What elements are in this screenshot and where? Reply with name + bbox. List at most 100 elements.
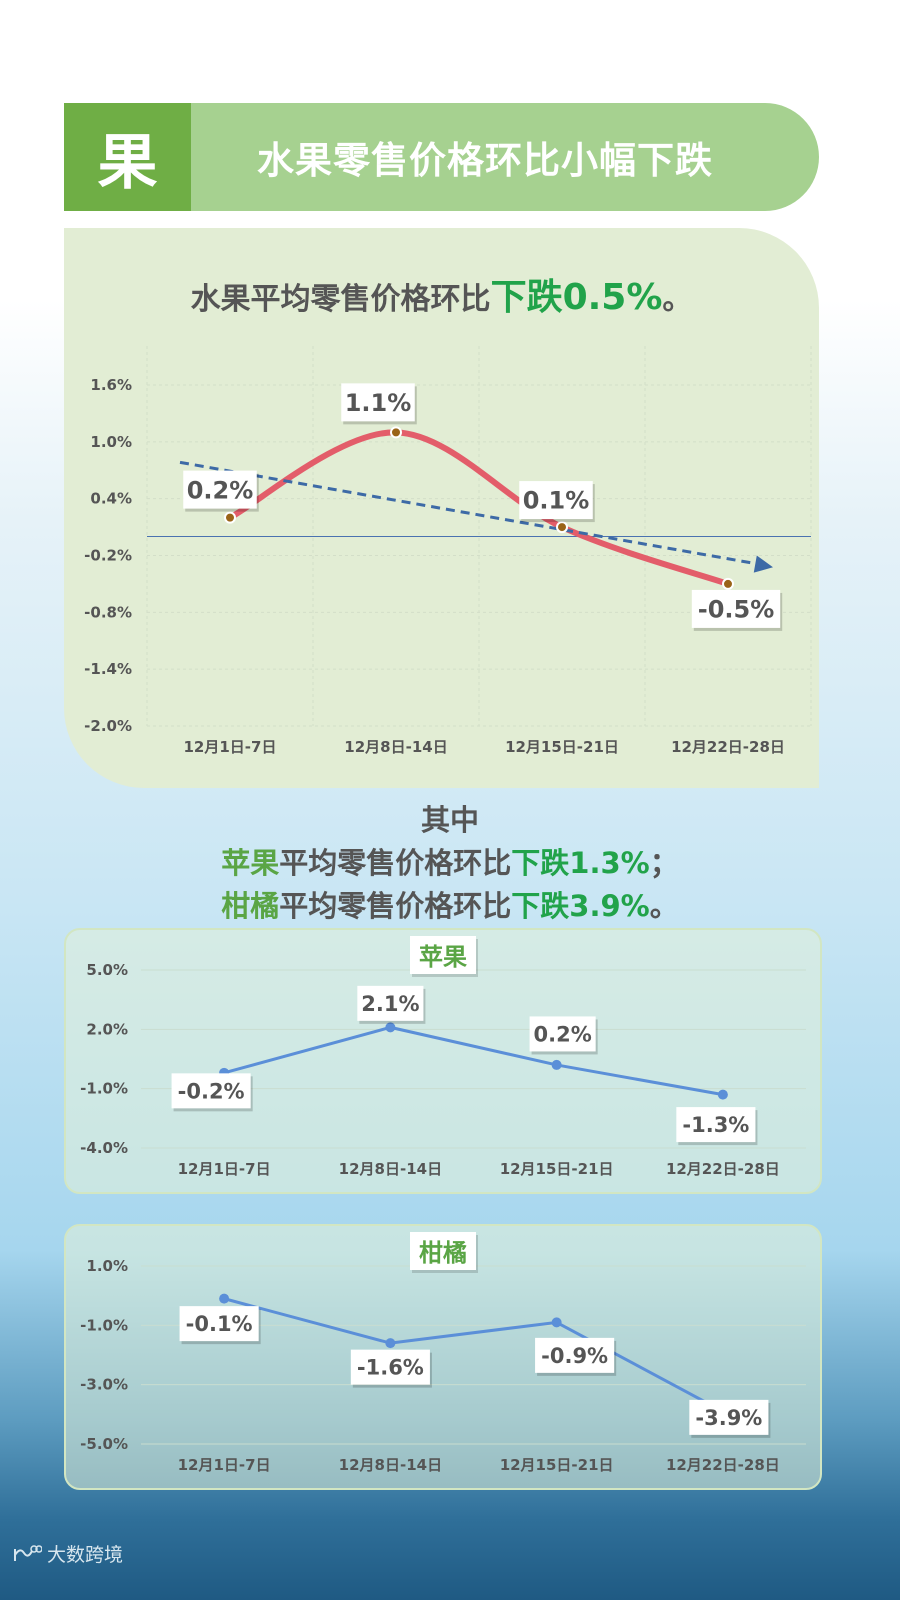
- chart-title: 柑橘: [419, 1239, 467, 1267]
- data-label-box: [357, 985, 424, 1021]
- data-label-box: [691, 589, 781, 628]
- main-chart-card: 水果平均零售价格环比下跌0.5%。 1.6% 1.0% 0.4% -0.2% -0.8%…: [64, 228, 819, 788]
- y-tick-label: 1.6%: [90, 376, 132, 394]
- summary-text: 水果平均零售价格环比下跌0.5%。: [64, 268, 819, 320]
- x-tick-label: 12月22日-28日: [666, 1456, 780, 1474]
- y-tick-label: -1.0%: [80, 1316, 128, 1334]
- y-tick-label: -0.8%: [84, 603, 132, 621]
- apple-suffix: ；: [649, 846, 679, 880]
- fruit-price-chart: 1.6% 1.0% 0.4% -0.2% -0.8% -1.4% -2.0% 12月1日-7日…: [84, 346, 812, 756]
- y-tick-label: 1.0%: [90, 433, 132, 451]
- y-tick-label: -1.4%: [84, 660, 132, 678]
- y-tick-label: -0.2%: [84, 547, 132, 565]
- data-point: [556, 521, 568, 534]
- data-point: [717, 1089, 728, 1100]
- x-tick-label: 12月8日-14日: [344, 738, 447, 756]
- data-label-box: [676, 1107, 756, 1143]
- apple-price-chart: 5.0% 2.0% -1.0% -4.0% 12月1日-7日 12月8日-14日 12月15…: [80, 936, 806, 1178]
- data-label: 1.1%: [345, 389, 412, 417]
- data-label: -0.2%: [178, 1079, 245, 1103]
- y-tick-label: -2.0%: [84, 717, 132, 735]
- data-label-group: 2.1%: [357, 985, 426, 1024]
- summary-suffix: 。: [662, 282, 693, 317]
- y-tick-label: 5.0%: [86, 961, 128, 979]
- x-tick-label: 12月1日-7日: [178, 1160, 271, 1178]
- y-tick-label: -4.0%: [80, 1139, 128, 1157]
- data-label-box: [183, 470, 257, 509]
- data-label: 0.2%: [534, 1022, 592, 1046]
- data-label-group: 0.2%: [183, 470, 259, 512]
- data-label: 0.1%: [523, 487, 590, 515]
- series-line: [223, 1025, 724, 1097]
- data-label-group: -1.3%: [676, 1107, 758, 1146]
- data-point: [551, 1317, 562, 1328]
- data-point: [722, 577, 734, 590]
- y-tick-label: 2.0%: [86, 1020, 128, 1038]
- data-point: [390, 426, 402, 439]
- x-tick-label: 12月1日-7日: [184, 738, 277, 756]
- apple-highlight: 下跌1.3%: [511, 846, 650, 880]
- summary-highlight: 下跌0.5%: [490, 277, 663, 318]
- section-header: 果 水果零售价格环比小幅下跌: [64, 103, 819, 211]
- trend-arrow-head: [753, 555, 773, 573]
- x-tick-label: 12月1日-7日: [178, 1456, 271, 1474]
- chart-title-box: [410, 936, 476, 974]
- series-line: [223, 1297, 724, 1413]
- data-label: -0.9%: [541, 1344, 608, 1368]
- trend-line: [179, 460, 766, 567]
- series-line: [227, 429, 731, 587]
- data-point: [219, 1293, 230, 1304]
- x-tick-label: 12月15日-21日: [505, 738, 619, 756]
- citrus-name: 柑橘: [221, 889, 280, 923]
- detail-line-citrus: 柑橘平均零售价格环比下跌3.9%。: [0, 883, 900, 925]
- x-tick-label: 12月8日-14日: [339, 1456, 442, 1474]
- data-label-box: [341, 383, 415, 422]
- data-label-box: [689, 1399, 769, 1435]
- data-label: 2.1%: [361, 992, 419, 1016]
- x-tick-label: 12月22日-28日: [671, 738, 785, 756]
- data-label-box: [179, 1306, 259, 1342]
- y-tick-label: -1.0%: [80, 1080, 128, 1098]
- data-point: [385, 1338, 396, 1349]
- detail-heading: 其中: [420, 803, 479, 837]
- data-label: -1.3%: [682, 1113, 749, 1137]
- data-label-group: -0.1%: [179, 1306, 261, 1345]
- data-label-group: -3.9%: [689, 1399, 771, 1438]
- data-label-group: 0.1%: [519, 481, 595, 523]
- data-label-group: -1.6%: [350, 1349, 432, 1388]
- data-label-box: [535, 1337, 615, 1373]
- citrus-price-chart: 1.0% -1.0% -3.0% -5.0% 12月1日-7日 12月8日-14日 12月1…: [80, 1232, 806, 1474]
- x-tick-label: 12月15日-21日: [500, 1456, 614, 1474]
- data-label: -0.1%: [186, 1312, 253, 1336]
- citrus-middle: 平均零售价格环比: [279, 889, 512, 923]
- data-label-group: -0.9%: [535, 1337, 617, 1376]
- chart-title-box: [410, 1232, 476, 1270]
- data-label-box: [529, 1016, 596, 1052]
- apple-chart-card: 5.0% 2.0% -1.0% -4.0% 12月1日-7日 12月8日-14日 12月15…: [64, 928, 822, 1194]
- detail-line-apple: 苹果平均零售价格环比下跌1.3%；: [0, 840, 900, 882]
- x-tick-label: 12月8日-14日: [339, 1160, 442, 1178]
- brand-logo: 大数跨境: [12, 1540, 123, 1567]
- data-label: -3.9%: [695, 1406, 762, 1430]
- data-point: [385, 1022, 396, 1033]
- data-label-group: -0.2%: [171, 1073, 253, 1112]
- y-tick-label: -5.0%: [80, 1435, 128, 1453]
- data-label: 0.2%: [187, 476, 254, 504]
- data-label: -0.5%: [698, 596, 775, 624]
- data-label-group: 1.1%: [341, 383, 417, 425]
- x-tick-label: 12月15日-21日: [500, 1160, 614, 1178]
- x-tick-label: 12月22日-28日: [666, 1160, 780, 1178]
- data-label-box: [350, 1349, 430, 1385]
- header-badge: 果: [64, 103, 191, 211]
- apple-name: 苹果: [221, 846, 280, 880]
- summary-prefix: 水果平均零售价格环比: [190, 282, 491, 317]
- data-label: -1.6%: [357, 1356, 424, 1380]
- chart-title: 苹果: [419, 943, 467, 971]
- chart-title-group: 柑橘: [410, 1232, 478, 1273]
- chart-title-group: 苹果: [410, 936, 478, 977]
- page-title: 水果零售价格环比小幅下跌: [257, 139, 713, 182]
- apple-middle: 平均零售价格环比: [279, 846, 512, 880]
- data-point: [224, 511, 236, 524]
- citrus-suffix: 。: [649, 889, 679, 923]
- brand-logo-icon: [14, 1544, 42, 1561]
